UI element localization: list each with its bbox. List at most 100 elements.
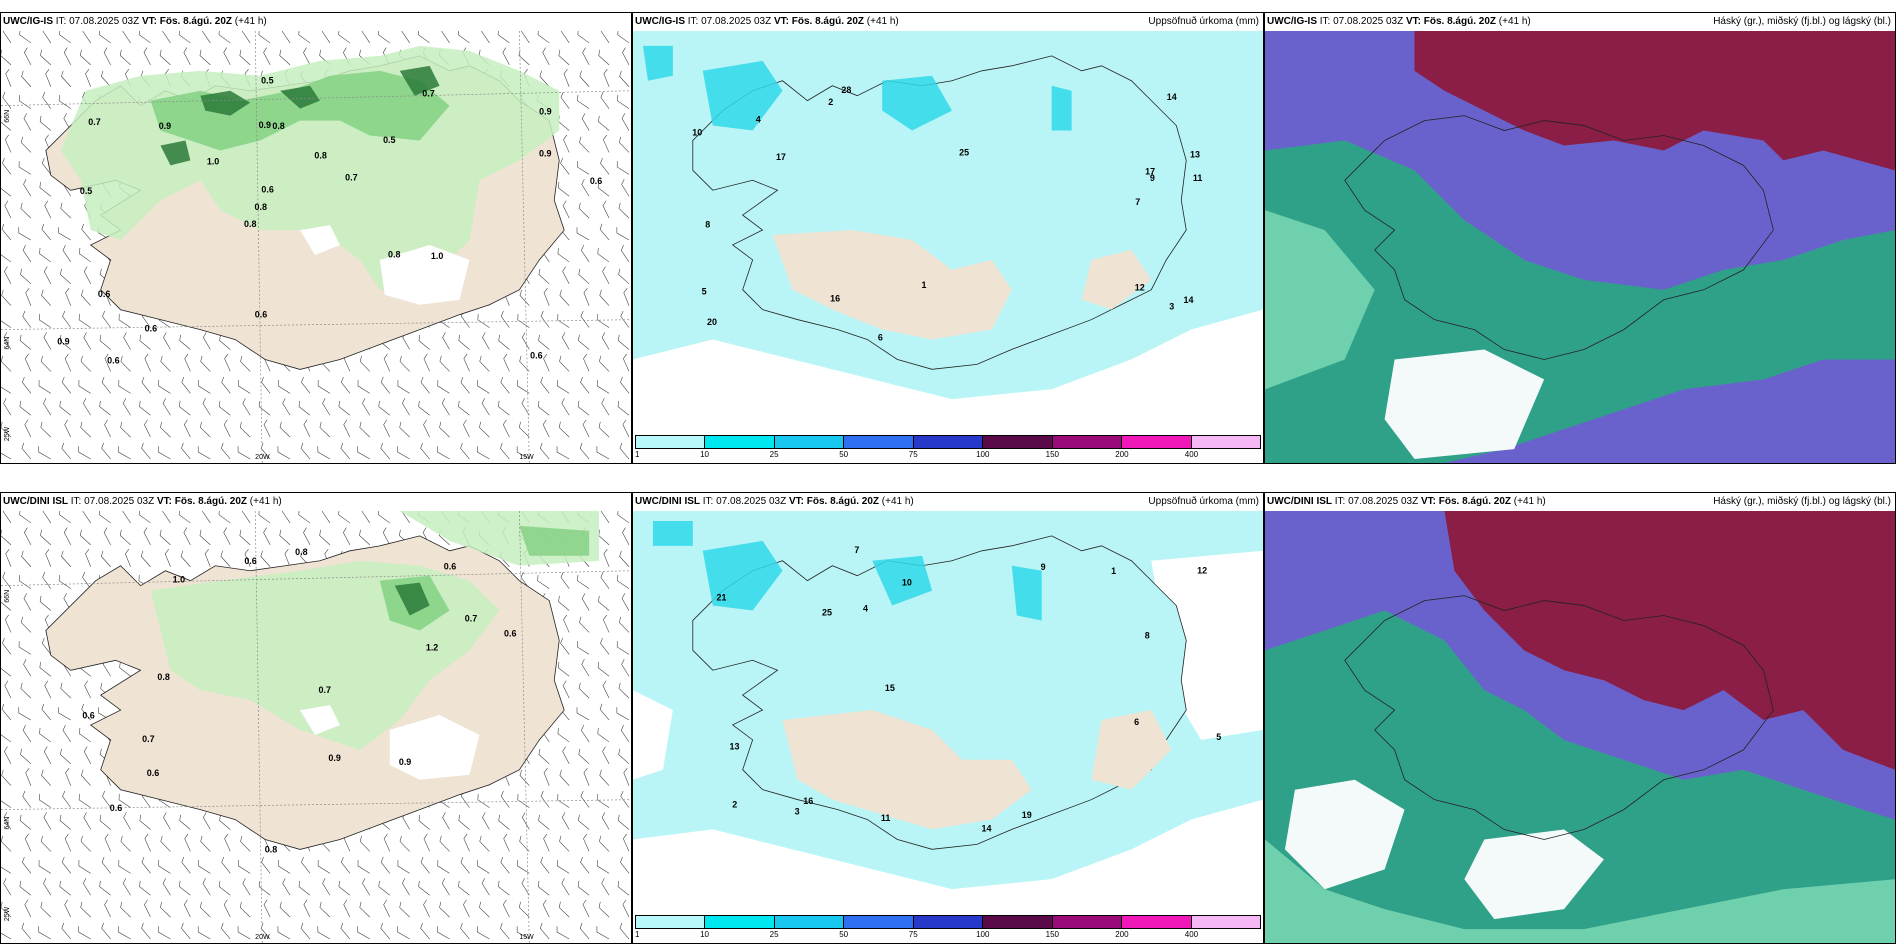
wind-barb [599, 289, 610, 306]
wind-barb [559, 355, 570, 372]
wind-barb [578, 334, 590, 350]
it-value: 07.08.2025 03Z [84, 496, 155, 507]
lon-15-label: 15W [519, 934, 534, 941]
wind-barb [263, 47, 271, 65]
wind-barb [580, 724, 590, 743]
wind-barb [123, 812, 131, 830]
wind-barb [41, 289, 52, 306]
wind-barb [1, 421, 12, 438]
wind-barb [39, 181, 52, 197]
wind-barb [22, 724, 32, 743]
wind-barb [623, 287, 630, 306]
wind-value-label: 1.0 [173, 574, 185, 584]
wind-barb [25, 767, 32, 786]
wind-barb [298, 400, 311, 416]
wind-barb [221, 376, 231, 394]
wind-barb [223, 899, 231, 918]
wind-barb [83, 746, 91, 764]
wind-barb [260, 550, 271, 567]
wind-barb [40, 835, 52, 852]
wind-barb [340, 856, 351, 874]
wind-barb [1, 901, 12, 918]
wind-barb [618, 616, 630, 633]
wind-barb [458, 334, 470, 350]
precip-value-label: 3 [795, 806, 800, 816]
precip-value-label: 6 [1134, 717, 1139, 727]
wind-barb [399, 421, 410, 438]
vt-label: VT: [1405, 16, 1421, 27]
wind-barb [397, 380, 410, 394]
wind-barb [540, 310, 550, 328]
wind-barb [1, 181, 12, 197]
panel-header: UWC/DINI ISL IT: 07.08.2025 03Z VT: Fös.… [635, 495, 1259, 509]
wind-barb [202, 31, 211, 44]
wind-barb [521, 31, 530, 44]
wind-barb [500, 442, 510, 460]
lon-20-label: 20W [255, 934, 270, 941]
precip-land-dry [782, 710, 1172, 830]
precip-value-label: 7 [1135, 197, 1140, 207]
model-name: UWC/DINI ISL [1267, 496, 1332, 507]
wind-barb [163, 812, 171, 830]
wind-barb [43, 746, 52, 764]
wind-barb [557, 181, 570, 197]
wind-value-label: 0.6 [590, 176, 602, 186]
precip-value-label: 9 [1150, 173, 1155, 183]
wind-barb [122, 398, 131, 416]
wind-value-label: 0.7 [465, 614, 477, 624]
wind-barb [560, 91, 570, 109]
wind-barb [540, 856, 550, 874]
wind-barb [237, 446, 251, 460]
precip-value-label: 3 [1169, 301, 1174, 311]
wind-barb [319, 901, 331, 918]
wind-barb [78, 380, 91, 394]
wind-barb [144, 353, 151, 372]
wind-barb [423, 899, 430, 918]
precip-value-label: 4 [756, 114, 761, 124]
wind-barb [622, 353, 630, 372]
wind-barb [357, 446, 370, 460]
precip-value-label: 20 [707, 317, 717, 327]
cloud-clear-region [1384, 349, 1545, 460]
wind-barb [516, 446, 530, 460]
wind-barb [139, 400, 151, 416]
wind-barb [603, 134, 610, 153]
wind-barb [418, 880, 430, 896]
wind-barb [41, 157, 52, 175]
wind-barb [562, 680, 570, 699]
wind-barb [603, 549, 610, 567]
wind-value-label: 0.8 [157, 672, 169, 682]
wind-barb [263, 899, 271, 918]
wind-barb [542, 899, 550, 918]
wind-barb [203, 812, 211, 830]
wind-barb [78, 860, 91, 874]
wind-barb [397, 926, 410, 940]
colorbar-swatch [705, 916, 775, 928]
wind-green-light [150, 511, 600, 750]
wind-barb [557, 314, 570, 328]
wind-barb [556, 446, 570, 460]
wind-barb [200, 835, 211, 852]
wind-green-dark [160, 65, 440, 166]
wind-barb [198, 380, 211, 394]
wind-barb [542, 47, 550, 65]
wind-barb [21, 922, 32, 940]
wind-barb [139, 814, 151, 830]
panel-title: Háský (gr.), miðský (fj.bl.) og lágský (… [1713, 16, 1891, 27]
wind-barb [42, 91, 52, 109]
wind-barb [240, 355, 251, 372]
wind-barb [458, 880, 470, 896]
wind-barb [538, 268, 550, 285]
wind-barb [99, 880, 111, 896]
wind-barb [597, 794, 610, 808]
wind-barb [537, 880, 550, 896]
wind-barb [598, 901, 610, 918]
lon-25-label: 25W [4, 426, 11, 441]
wind-barb [522, 332, 530, 350]
wind-barb [102, 790, 111, 808]
wind-barb [104, 419, 111, 438]
colorbar-tick-label: 50 [839, 930, 849, 939]
wind-barb [1, 247, 12, 263]
wind-barb [460, 442, 470, 460]
wind-map: 0.6 0.6 1.0 0.7 0.9 0.8 0.7 0.6 0.6 1.2 0.6 0.8 0.9 0… [1, 511, 631, 943]
